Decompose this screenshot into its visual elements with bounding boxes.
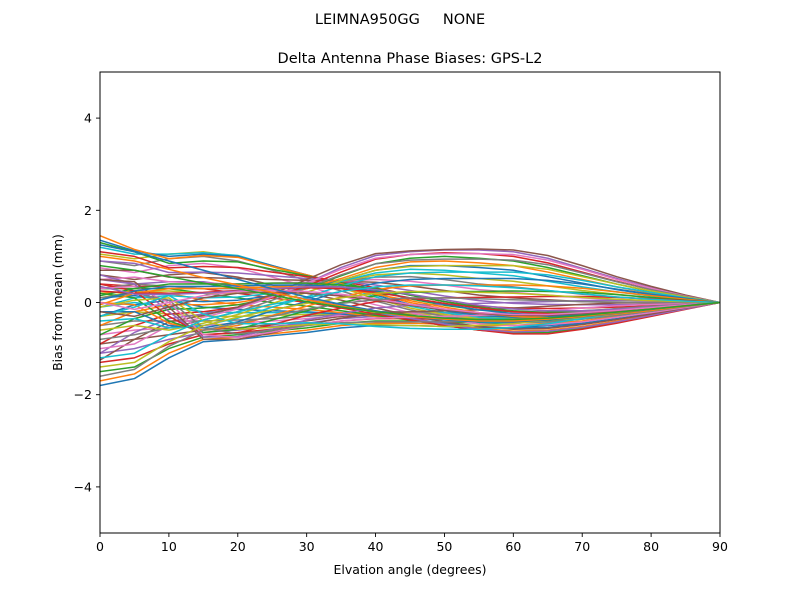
y-axis: −4 −2 0 2 4	[74, 111, 100, 494]
x-tick-label: 70	[574, 539, 590, 554]
y-tick-label: 2	[84, 203, 92, 218]
series-line-18	[100, 255, 720, 324]
series-line-39	[100, 264, 720, 331]
y-axis-label: Bias from mean (mm)	[50, 234, 65, 371]
series-line-59	[100, 290, 720, 368]
series-layer	[100, 234, 720, 387]
series-line-57	[100, 289, 720, 316]
figure-suptitle: LEIMNA950GG NONE	[315, 12, 485, 28]
series-line-47	[100, 285, 720, 339]
series-line-25	[100, 260, 720, 306]
series-line-48	[100, 292, 720, 335]
y-tick-label: −2	[74, 387, 92, 402]
chart-title: Delta Antenna Phase Biases: GPS-L2	[278, 51, 543, 67]
y-tick-label: 4	[84, 111, 92, 126]
x-tick-label: 40	[368, 539, 384, 554]
series-line-55	[100, 285, 720, 312]
series-line-17	[100, 262, 720, 327]
x-tick-label: 20	[230, 539, 246, 554]
series-line-37	[100, 252, 720, 350]
series-line-15	[100, 278, 720, 333]
x-tick-label: 80	[643, 539, 659, 554]
series-line-63	[100, 264, 720, 321]
series-line-60	[100, 284, 720, 359]
x-axis-label: Elvation angle (degrees)	[333, 562, 486, 577]
series-line-43	[100, 290, 720, 334]
x-axis: 0 10 20 30 40 50 60 70 80 90	[96, 533, 728, 554]
y-tick-label: 0	[84, 295, 92, 310]
x-tick-label: 90	[712, 539, 728, 554]
x-tick-label: 10	[161, 539, 177, 554]
x-tick-label: 60	[505, 539, 521, 554]
x-tick-label: 50	[436, 539, 452, 554]
series-line-52	[100, 286, 720, 319]
series-line-36	[100, 248, 720, 361]
x-tick-label: 0	[96, 539, 104, 554]
series-line-58	[100, 297, 720, 377]
series-line-46	[100, 278, 720, 341]
x-tick-label: 30	[299, 539, 315, 554]
y-tick-label: −4	[74, 479, 92, 494]
